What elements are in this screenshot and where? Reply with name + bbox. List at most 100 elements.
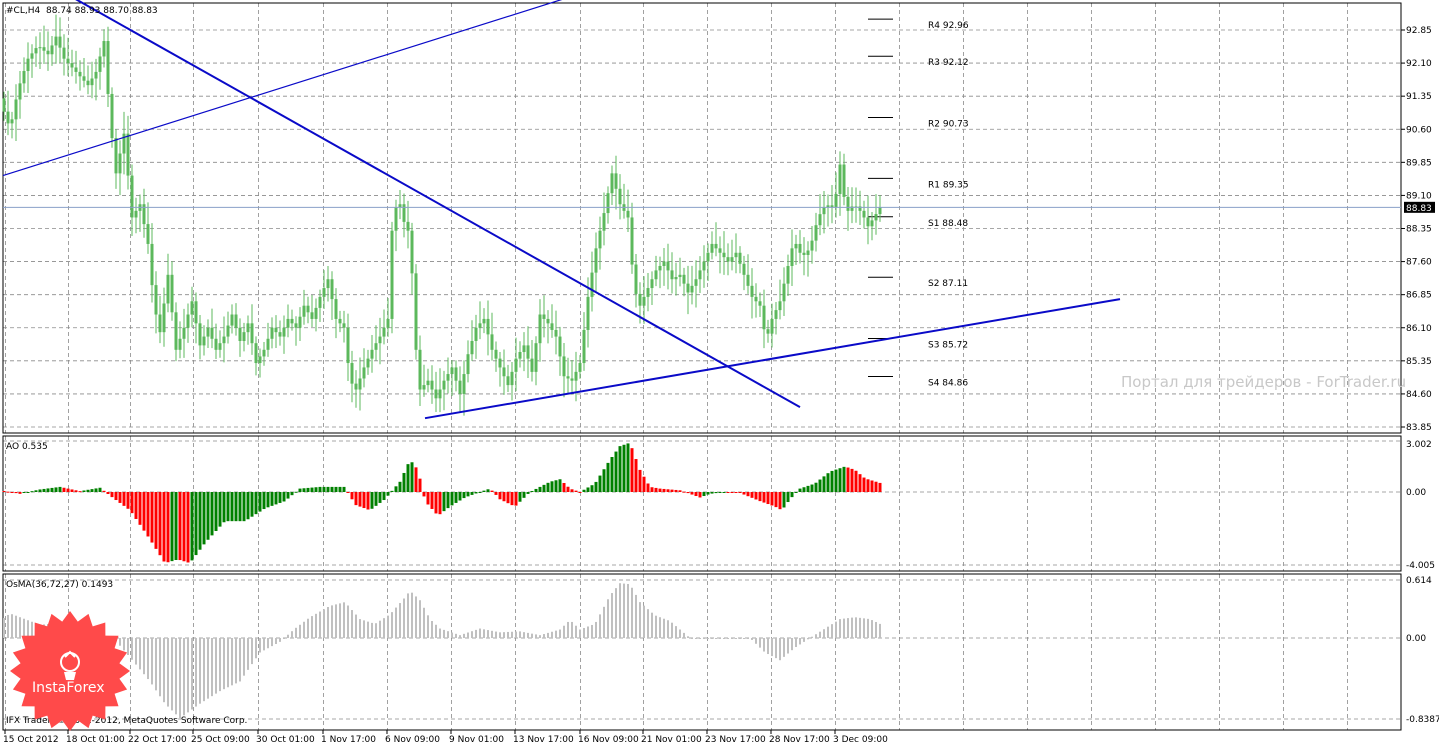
candle-body xyxy=(130,175,134,218)
candle-body xyxy=(370,349,374,359)
candle-body xyxy=(118,153,122,174)
osma-bar xyxy=(459,635,461,638)
ao-bar xyxy=(246,492,250,520)
x-tick-label: 3 Dec 09:00 xyxy=(833,735,888,745)
candle-body xyxy=(282,327,286,337)
ao-bar xyxy=(618,446,622,492)
candle-body xyxy=(306,305,310,313)
candle-body xyxy=(786,265,790,284)
candle-body xyxy=(254,343,258,364)
candle-body xyxy=(586,296,590,330)
y-tick-label: 3.002 xyxy=(1406,440,1432,450)
candle-body xyxy=(310,312,314,319)
x-tick-label: 16 Nov 09:00 xyxy=(578,735,639,745)
ao-bar xyxy=(54,487,58,492)
osma-bar xyxy=(175,638,177,715)
ao-bar xyxy=(174,492,178,561)
candle-body xyxy=(762,305,766,330)
candle-body xyxy=(710,243,714,253)
ao-bar xyxy=(802,487,806,492)
trendline-1[interactable] xyxy=(2,0,605,177)
osma-bar xyxy=(27,620,29,638)
osma-bar xyxy=(519,631,521,638)
candle-body xyxy=(314,307,318,319)
candle-body xyxy=(206,327,210,337)
candle-body xyxy=(570,378,574,381)
y-tick-label: 88.35 xyxy=(1406,225,1432,235)
ao-bar xyxy=(146,492,150,537)
ao-bar xyxy=(506,492,510,504)
candle-body xyxy=(46,50,50,55)
ao-bar xyxy=(226,492,230,522)
ao-bar xyxy=(582,489,586,492)
candle-body xyxy=(558,336,562,357)
ao-bar xyxy=(610,457,614,492)
ao-bar xyxy=(62,487,66,492)
osma-bar xyxy=(495,631,497,638)
osma-bar xyxy=(411,592,413,638)
osma-bar xyxy=(647,609,649,638)
ao-bar xyxy=(526,492,530,494)
osma-bar xyxy=(707,638,709,639)
candle-body xyxy=(262,349,266,357)
ao-bar xyxy=(830,470,834,492)
osma-bar xyxy=(715,638,717,639)
candle-body xyxy=(210,327,214,339)
candle-body xyxy=(510,371,514,386)
ao-bar xyxy=(594,481,598,492)
candle-body xyxy=(30,53,34,59)
osma-bar xyxy=(239,638,241,682)
trendline-2[interactable] xyxy=(60,0,801,409)
osma-bar xyxy=(375,623,377,638)
osma-bar xyxy=(635,594,637,638)
ao-bar xyxy=(654,487,658,492)
ao-bar xyxy=(362,492,366,509)
osma-bar xyxy=(879,623,881,638)
candle-body xyxy=(462,374,466,394)
candle-body xyxy=(662,261,666,266)
ao-bar xyxy=(254,492,258,515)
ao-bar xyxy=(758,492,762,502)
candle-body xyxy=(866,217,870,227)
ao-bar xyxy=(514,492,518,506)
candle-body xyxy=(110,93,114,139)
candle-body xyxy=(702,261,706,271)
osma-bar xyxy=(567,621,569,638)
trendlines[interactable] xyxy=(2,0,1121,420)
candle-body xyxy=(194,301,198,324)
candle-body xyxy=(122,133,126,154)
candle-body xyxy=(878,207,882,215)
ao-bar xyxy=(122,492,126,506)
ao-bar xyxy=(798,488,802,492)
candle-body xyxy=(202,336,206,346)
candle-body xyxy=(150,243,154,286)
osma-bar xyxy=(759,638,761,648)
x-tick-label: 30 Oct 01:00 xyxy=(256,735,315,745)
copyright-footer: IFX Trader, © 2001-2012, MetaQuotes Soft… xyxy=(6,716,247,726)
osma-bar xyxy=(595,621,597,638)
ao-bar xyxy=(354,492,358,506)
candle-body xyxy=(18,83,22,100)
trendline-3[interactable] xyxy=(424,298,1121,420)
osma-bar xyxy=(207,638,209,699)
ao-bar xyxy=(282,492,286,502)
current-price-label: 88.83 xyxy=(1406,204,1432,214)
osma-bar xyxy=(471,631,473,638)
candle-body xyxy=(38,47,42,49)
ao-bar xyxy=(330,486,334,492)
osma-bar xyxy=(399,603,401,638)
candle-body xyxy=(874,214,878,221)
osma-bar xyxy=(679,629,681,638)
ao-bar xyxy=(722,492,726,493)
ao-bar xyxy=(166,492,170,563)
ao-bar xyxy=(674,489,678,492)
ao-bar xyxy=(334,486,338,492)
osma-bar xyxy=(839,619,841,638)
candle-body xyxy=(486,318,490,335)
ao-bar xyxy=(286,492,290,499)
ao-bar xyxy=(874,481,878,492)
osma-bar xyxy=(355,614,357,638)
ao-bar xyxy=(342,486,346,492)
ao-bar xyxy=(546,482,550,492)
